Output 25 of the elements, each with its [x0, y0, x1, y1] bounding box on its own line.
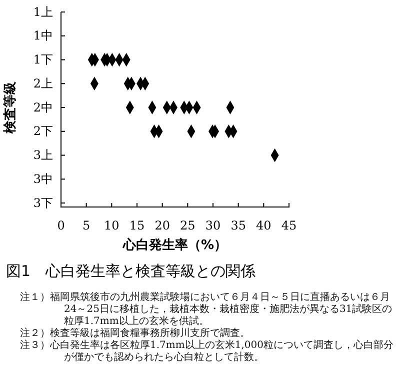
y-tick-label: 3中: [33, 172, 53, 186]
y-tick-label: 2上: [33, 76, 53, 90]
text: 注１）福岡県筑後市の九州農業試験場において６月４日～５日に直播あるいは６月24～25日に移植した，栽植本数・栽植密度・施肥法が異なる31試験区の粒厚1.7mm以上の玄米を供試。: [20, 292, 394, 328]
x-tick-label: 5: [82, 218, 90, 233]
x-tick-label: 0: [57, 218, 65, 233]
x-axis-title: 心白発生率（%）: [122, 237, 228, 253]
x-tick-label: 10: [104, 218, 120, 233]
x-tick-label: 25: [180, 218, 196, 233]
text: 注３）心白発生率は各区粒厚1.7mm以上の玄米1,000粒について調査し，心白部分が僅かでも認められたら心白粒として計数。: [20, 340, 394, 364]
y-tick-label: 3上: [33, 148, 53, 162]
y-tick-label: 1中: [33, 28, 53, 43]
x-tick-label: 40: [256, 218, 272, 233]
x-tick-label: 15: [129, 218, 145, 233]
x-tick-label: 20: [154, 218, 170, 233]
y-tick-label: 3下: [33, 196, 53, 210]
y-tick-label: 2中: [33, 100, 53, 114]
x-tick-label: 45: [281, 218, 297, 233]
y-axis-title: 検査等級: [3, 80, 18, 134]
y-tick-label: 1下: [33, 52, 53, 67]
text: 注２）検査等級は福岡食糧事務所柳川支所で調査。: [20, 328, 251, 340]
y-tick-label: 2下: [33, 124, 53, 138]
text: 図1 心白発生率と検査等級との関係: [6, 262, 256, 280]
y-tick-label: 1上: [33, 4, 53, 19]
x-tick-label: 35: [230, 218, 246, 233]
x-tick-label: 30: [205, 218, 221, 233]
